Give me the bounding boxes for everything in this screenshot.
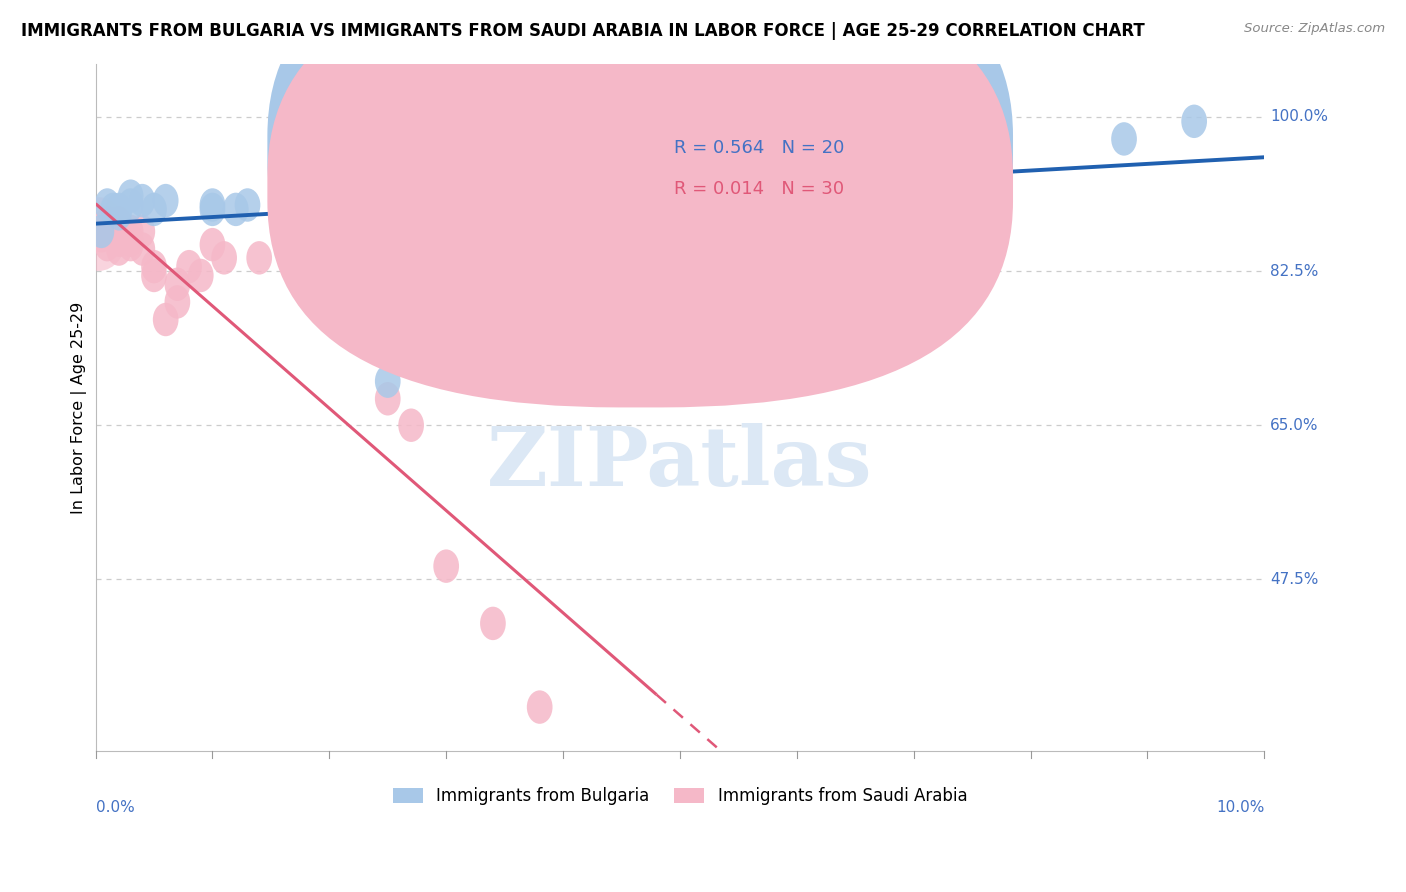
Text: R = 0.014   N = 30: R = 0.014 N = 30 [673, 180, 844, 198]
Text: 0.0%: 0.0% [96, 799, 135, 814]
Ellipse shape [105, 232, 132, 266]
Ellipse shape [340, 211, 366, 244]
Ellipse shape [211, 241, 238, 275]
Ellipse shape [188, 259, 214, 293]
Ellipse shape [141, 193, 167, 227]
Ellipse shape [118, 227, 143, 261]
Ellipse shape [105, 215, 132, 248]
Ellipse shape [129, 232, 155, 266]
Ellipse shape [620, 224, 645, 257]
Ellipse shape [94, 215, 120, 248]
Ellipse shape [200, 188, 225, 222]
Ellipse shape [141, 250, 167, 284]
Ellipse shape [105, 206, 132, 239]
Text: Source: ZipAtlas.com: Source: ZipAtlas.com [1244, 22, 1385, 36]
Ellipse shape [200, 227, 225, 261]
FancyBboxPatch shape [598, 119, 903, 219]
Ellipse shape [100, 193, 127, 227]
Text: 82.5%: 82.5% [1270, 263, 1319, 278]
Ellipse shape [105, 193, 132, 227]
Ellipse shape [129, 184, 155, 218]
Ellipse shape [1111, 122, 1137, 156]
Ellipse shape [70, 197, 128, 271]
Ellipse shape [165, 268, 190, 301]
Text: 100.0%: 100.0% [1270, 110, 1329, 124]
Ellipse shape [94, 227, 120, 261]
Ellipse shape [340, 250, 366, 284]
Text: R = 0.564   N = 20: R = 0.564 N = 20 [673, 139, 845, 157]
Legend: Immigrants from Bulgaria, Immigrants from Saudi Arabia: Immigrants from Bulgaria, Immigrants fro… [387, 780, 974, 812]
Ellipse shape [375, 365, 401, 398]
Ellipse shape [118, 188, 143, 222]
Ellipse shape [176, 250, 202, 284]
Text: 47.5%: 47.5% [1270, 572, 1319, 587]
Ellipse shape [118, 179, 143, 213]
Ellipse shape [235, 188, 260, 222]
Y-axis label: In Labor Force | Age 25-29: In Labor Force | Age 25-29 [72, 301, 87, 514]
Ellipse shape [94, 188, 120, 222]
Ellipse shape [153, 184, 179, 218]
FancyBboxPatch shape [267, 0, 1012, 368]
Ellipse shape [527, 690, 553, 723]
Ellipse shape [165, 285, 190, 318]
Ellipse shape [246, 241, 271, 275]
Ellipse shape [433, 549, 458, 582]
Ellipse shape [141, 259, 167, 293]
Ellipse shape [94, 206, 120, 239]
Ellipse shape [118, 215, 143, 248]
Ellipse shape [118, 224, 143, 257]
Text: IMMIGRANTS FROM BULGARIA VS IMMIGRANTS FROM SAUDI ARABIA IN LABOR FORCE | AGE 25: IMMIGRANTS FROM BULGARIA VS IMMIGRANTS F… [21, 22, 1144, 40]
Ellipse shape [105, 224, 132, 257]
Ellipse shape [398, 409, 425, 442]
Ellipse shape [153, 302, 179, 336]
FancyBboxPatch shape [267, 0, 1012, 408]
Ellipse shape [1181, 104, 1206, 138]
Ellipse shape [86, 215, 112, 248]
Text: 65.0%: 65.0% [1270, 417, 1319, 433]
Ellipse shape [89, 215, 114, 248]
Text: 10.0%: 10.0% [1216, 799, 1264, 814]
Ellipse shape [340, 193, 366, 227]
Ellipse shape [479, 607, 506, 640]
Ellipse shape [89, 219, 114, 252]
Ellipse shape [200, 193, 225, 227]
Ellipse shape [224, 193, 249, 227]
Text: ZIPatlas: ZIPatlas [486, 423, 873, 502]
Ellipse shape [375, 382, 401, 416]
Ellipse shape [129, 215, 155, 248]
Ellipse shape [105, 197, 132, 230]
